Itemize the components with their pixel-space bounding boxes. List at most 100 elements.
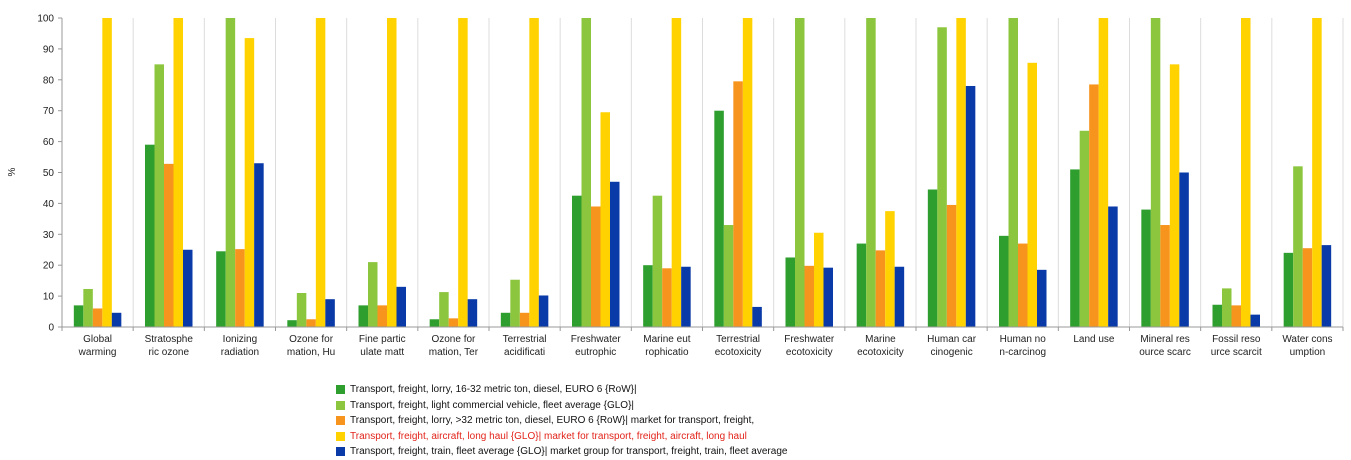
x-tick-label: Terrestrial (716, 334, 760, 345)
x-tick-label: acidificati (504, 347, 545, 358)
legend-swatch (336, 416, 345, 426)
bar (244, 38, 255, 327)
x-tick-label: ecotoxicity (857, 347, 904, 358)
y-tick-label: 90 (43, 44, 55, 55)
bar (154, 64, 164, 327)
bar (681, 266, 691, 327)
x-tick-label: eutrophic (575, 347, 616, 358)
bar (111, 312, 122, 327)
legend-item: Transport, freight, lorry, >32 metric to… (336, 413, 787, 429)
bar (999, 235, 1009, 327)
x-tick-label: urce scarcit (1211, 347, 1262, 358)
bar (173, 18, 183, 327)
bar (1312, 18, 1322, 327)
bar (795, 18, 805, 327)
x-tick-label: Ozone for (289, 334, 334, 345)
bar (1141, 209, 1151, 327)
x-tick-label: Stratosphe (145, 334, 194, 345)
bar (643, 265, 653, 327)
bar (875, 250, 886, 327)
bar (1321, 245, 1332, 327)
y-tick-label: 50 (43, 168, 55, 179)
bar (1241, 18, 1251, 327)
x-tick-label: Water cons (1282, 334, 1332, 345)
bar (1179, 172, 1189, 327)
bar (927, 189, 938, 327)
bar (368, 262, 378, 327)
x-tick-label: Mineral res (1140, 334, 1189, 345)
bar (937, 27, 947, 328)
bar (1231, 305, 1241, 327)
bar (600, 112, 610, 327)
bar (1079, 130, 1090, 327)
bar (1160, 225, 1170, 327)
x-tick-label: ource scarc (1139, 347, 1191, 358)
bar (325, 299, 335, 327)
x-tick-label: ecotoxicity (786, 347, 833, 358)
x-tick-label: Ozone for (431, 334, 476, 345)
legend-label: Transport, freight, light commercial veh… (350, 399, 635, 411)
bar (467, 299, 478, 327)
bar (671, 18, 682, 327)
bar (610, 181, 620, 327)
bar (804, 265, 814, 327)
x-tick-label: Land use (1073, 334, 1115, 345)
bar (439, 292, 449, 327)
bar (519, 312, 530, 327)
bar (733, 81, 743, 327)
legend-swatch (336, 447, 345, 457)
bar (73, 305, 84, 327)
bar (145, 144, 155, 327)
bar (102, 18, 112, 327)
bar (396, 286, 406, 327)
legend-item: Transport, freight, aircraft, long haul … (336, 429, 787, 445)
legend-label: Transport, freight, lorry, >32 metric to… (350, 415, 755, 427)
bar (306, 319, 316, 327)
bar (823, 267, 833, 327)
x-tick-label: Human car (927, 334, 977, 345)
x-tick-label: ecotoxicity (715, 347, 762, 358)
bar (1018, 243, 1028, 327)
legend-item: Transport, freight, train, fleet average… (336, 444, 787, 460)
bar (581, 18, 591, 327)
x-tick-label: Human no (1000, 334, 1047, 345)
bar (1283, 252, 1294, 327)
bar (83, 288, 93, 327)
legend-swatch (336, 400, 345, 410)
bar-chart: 0 10 20 30 40 50 60 70 80 90 100 Global warming Stra… (7, 14, 1344, 358)
x-tick-label: Terrestrial (503, 334, 547, 345)
bar (429, 319, 440, 327)
x-tick-label: umption (1290, 347, 1326, 358)
bar (377, 305, 387, 327)
bar (752, 306, 762, 327)
y-axis-label: % (7, 167, 18, 176)
x-tick-label: Ionizing (223, 334, 257, 345)
bar (856, 243, 867, 327)
x-tick-label: ric ozone (148, 347, 189, 358)
bar (785, 257, 795, 327)
gridlines (132, 18, 1344, 327)
bar (1037, 269, 1047, 327)
legend-label: Transport, freight, train, fleet average… (350, 446, 788, 458)
bar (1089, 84, 1099, 327)
x-tick-label: mation, Ter (429, 347, 479, 358)
legend: Transport, freight, lorry, 16-32 metric … (336, 382, 787, 460)
bar (458, 18, 468, 327)
bar (358, 305, 368, 327)
bar (662, 268, 672, 327)
bar (1222, 288, 1232, 328)
bar (1098, 18, 1109, 327)
x-tick-label: mation, Hu (287, 347, 335, 358)
bar (510, 279, 520, 327)
x-tick-label: Freshwater (571, 334, 622, 345)
bar (315, 18, 326, 327)
bar (529, 18, 539, 327)
bar (183, 249, 193, 327)
x-tick-label: warming (78, 347, 117, 358)
bar (1150, 18, 1161, 327)
bar (885, 211, 895, 328)
x-tick-label: n-carcinog (999, 347, 1046, 358)
legend-label: Transport, freight, aircraft, long haul … (350, 430, 747, 442)
bar (572, 195, 582, 327)
bar (164, 163, 174, 327)
